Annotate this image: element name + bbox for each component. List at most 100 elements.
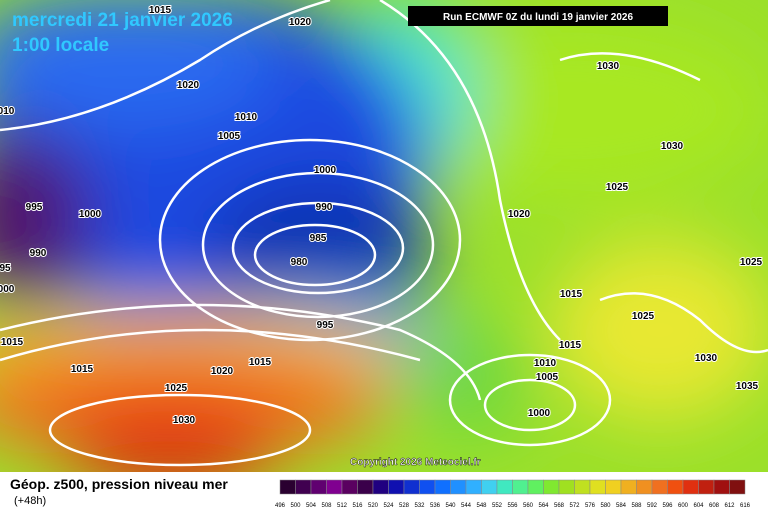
legend-swatch bbox=[620, 479, 637, 495]
isobar-label: 95 bbox=[0, 263, 11, 274]
isobar-label: 1025 bbox=[165, 383, 188, 394]
legend-label: 528 bbox=[399, 503, 410, 509]
isobar-label: 1010 bbox=[534, 358, 557, 369]
legend-label: 584 bbox=[616, 503, 627, 509]
legend-swatch bbox=[512, 479, 529, 495]
legend-label: 560 bbox=[523, 503, 534, 509]
legend-label: 600 bbox=[678, 503, 689, 509]
legend-label: 588 bbox=[631, 503, 642, 509]
legend-swatch bbox=[403, 479, 420, 495]
footer-title: Géop. z500, pression niveau mer bbox=[10, 476, 228, 492]
legend-swatch bbox=[698, 479, 715, 495]
legend-swatch bbox=[589, 479, 606, 495]
legend-label: 512 bbox=[337, 503, 348, 509]
isobar-label: 1030 bbox=[597, 61, 620, 72]
map-title: mercredi 21 janvier 2026 bbox=[12, 10, 233, 31]
isobar-label: 1005 bbox=[218, 131, 241, 142]
isobars bbox=[0, 0, 768, 467]
legend-label: 556 bbox=[507, 503, 518, 509]
run-info: Run ECMWF 0Z du lundi 19 janvier 2026 bbox=[443, 12, 633, 23]
legend-swatch bbox=[713, 479, 730, 495]
isobar-label: 1020 bbox=[177, 80, 200, 91]
legend: 496 500 504 508 512 516 520 524 528 532 536 540 544 5… bbox=[275, 479, 751, 509]
legend-label: 532 bbox=[414, 503, 425, 509]
copyright: Copyright 2026 Meteociel.fr bbox=[350, 457, 481, 468]
legend-swatch bbox=[450, 479, 467, 495]
isobar-label: 990 bbox=[316, 202, 333, 213]
isobar-label: 1015 bbox=[249, 357, 272, 368]
legend-label: 564 bbox=[538, 503, 549, 509]
map-time: 1:00 locale bbox=[12, 35, 109, 56]
legend-label: 596 bbox=[662, 503, 673, 509]
isobar-label: 1005 bbox=[536, 372, 559, 383]
isobar-label: 1020 bbox=[508, 209, 531, 220]
isobar-label: 1030 bbox=[695, 353, 718, 364]
legend-swatch bbox=[295, 479, 312, 495]
isobar-label: 1015 bbox=[559, 340, 582, 351]
legend-label: 508 bbox=[321, 503, 332, 509]
legend-label: 604 bbox=[693, 503, 704, 509]
legend-swatch bbox=[326, 479, 343, 495]
legend-swatch bbox=[496, 479, 513, 495]
isobar-label: 995 bbox=[26, 202, 43, 213]
legend-swatch bbox=[651, 479, 668, 495]
legend-swatch bbox=[434, 479, 451, 495]
legend-label: 540 bbox=[445, 503, 456, 509]
legend-label: 568 bbox=[554, 503, 565, 509]
legend-swatch bbox=[543, 479, 560, 495]
legend-swatch bbox=[372, 479, 389, 495]
isobar-label: 1015 bbox=[560, 289, 583, 300]
legend-swatch bbox=[636, 479, 653, 495]
isobar-label: 010 bbox=[0, 106, 15, 117]
legend-swatch bbox=[481, 479, 498, 495]
isobar-label: 1030 bbox=[661, 141, 684, 152]
isobar-label: 1000 bbox=[79, 209, 102, 220]
isobar-label: 1025 bbox=[606, 182, 629, 193]
isobar-label: 1030 bbox=[173, 415, 196, 426]
legend-swatch bbox=[465, 479, 482, 495]
isobar-label: 000 bbox=[0, 284, 15, 295]
isobar-label: 980 bbox=[291, 257, 308, 268]
legend-label: 524 bbox=[383, 503, 394, 509]
isobar-label: 1025 bbox=[632, 311, 655, 322]
run-box bbox=[408, 6, 668, 26]
legend-label: 616 bbox=[740, 503, 751, 509]
legend-label: 580 bbox=[600, 503, 611, 509]
legend-swatch bbox=[388, 479, 405, 495]
isobar-label: 1020 bbox=[289, 17, 312, 28]
legend-label: 544 bbox=[461, 503, 472, 509]
legend-label: 612 bbox=[724, 503, 735, 509]
isobar-label: 1020 bbox=[211, 366, 234, 377]
isobar-label: 985 bbox=[310, 233, 327, 244]
legend-label: 608 bbox=[709, 503, 720, 509]
legend-swatch bbox=[682, 479, 699, 495]
legend-swatch bbox=[279, 479, 296, 495]
legend-label: 536 bbox=[430, 503, 441, 509]
legend-swatch bbox=[667, 479, 684, 495]
isobar-label: 1015 bbox=[1, 337, 24, 348]
legend-swatch bbox=[341, 479, 358, 495]
legend-swatch bbox=[310, 479, 327, 495]
legend-label: 504 bbox=[306, 503, 317, 509]
legend-label: 576 bbox=[585, 503, 596, 509]
legend-label: 552 bbox=[492, 503, 503, 509]
legend-swatch bbox=[574, 479, 591, 495]
legend-label: 520 bbox=[368, 503, 379, 509]
footer-lead: (+48h) bbox=[14, 495, 46, 507]
legend-label: 548 bbox=[476, 503, 487, 509]
legend-label: 500 bbox=[290, 503, 301, 509]
isobar-label: 1035 bbox=[736, 381, 759, 392]
legend-swatch bbox=[558, 479, 575, 495]
legend-swatch bbox=[419, 479, 436, 495]
field bbox=[0, 0, 768, 490]
legend-label: 592 bbox=[647, 503, 658, 509]
legend-swatch bbox=[729, 479, 746, 495]
isobar-labels: 1015 1020 1020 1010 1005 1030 1030 1025 1000 990 9… bbox=[0, 4, 764, 427]
isobar-label: 1015 bbox=[71, 364, 94, 375]
isobar-label: 1000 bbox=[314, 165, 337, 176]
isobar-label: 1015 bbox=[149, 5, 172, 16]
isobar-label: 1000 bbox=[528, 408, 551, 419]
isobar-label: 1025 bbox=[740, 257, 763, 268]
legend-swatch bbox=[357, 479, 374, 495]
